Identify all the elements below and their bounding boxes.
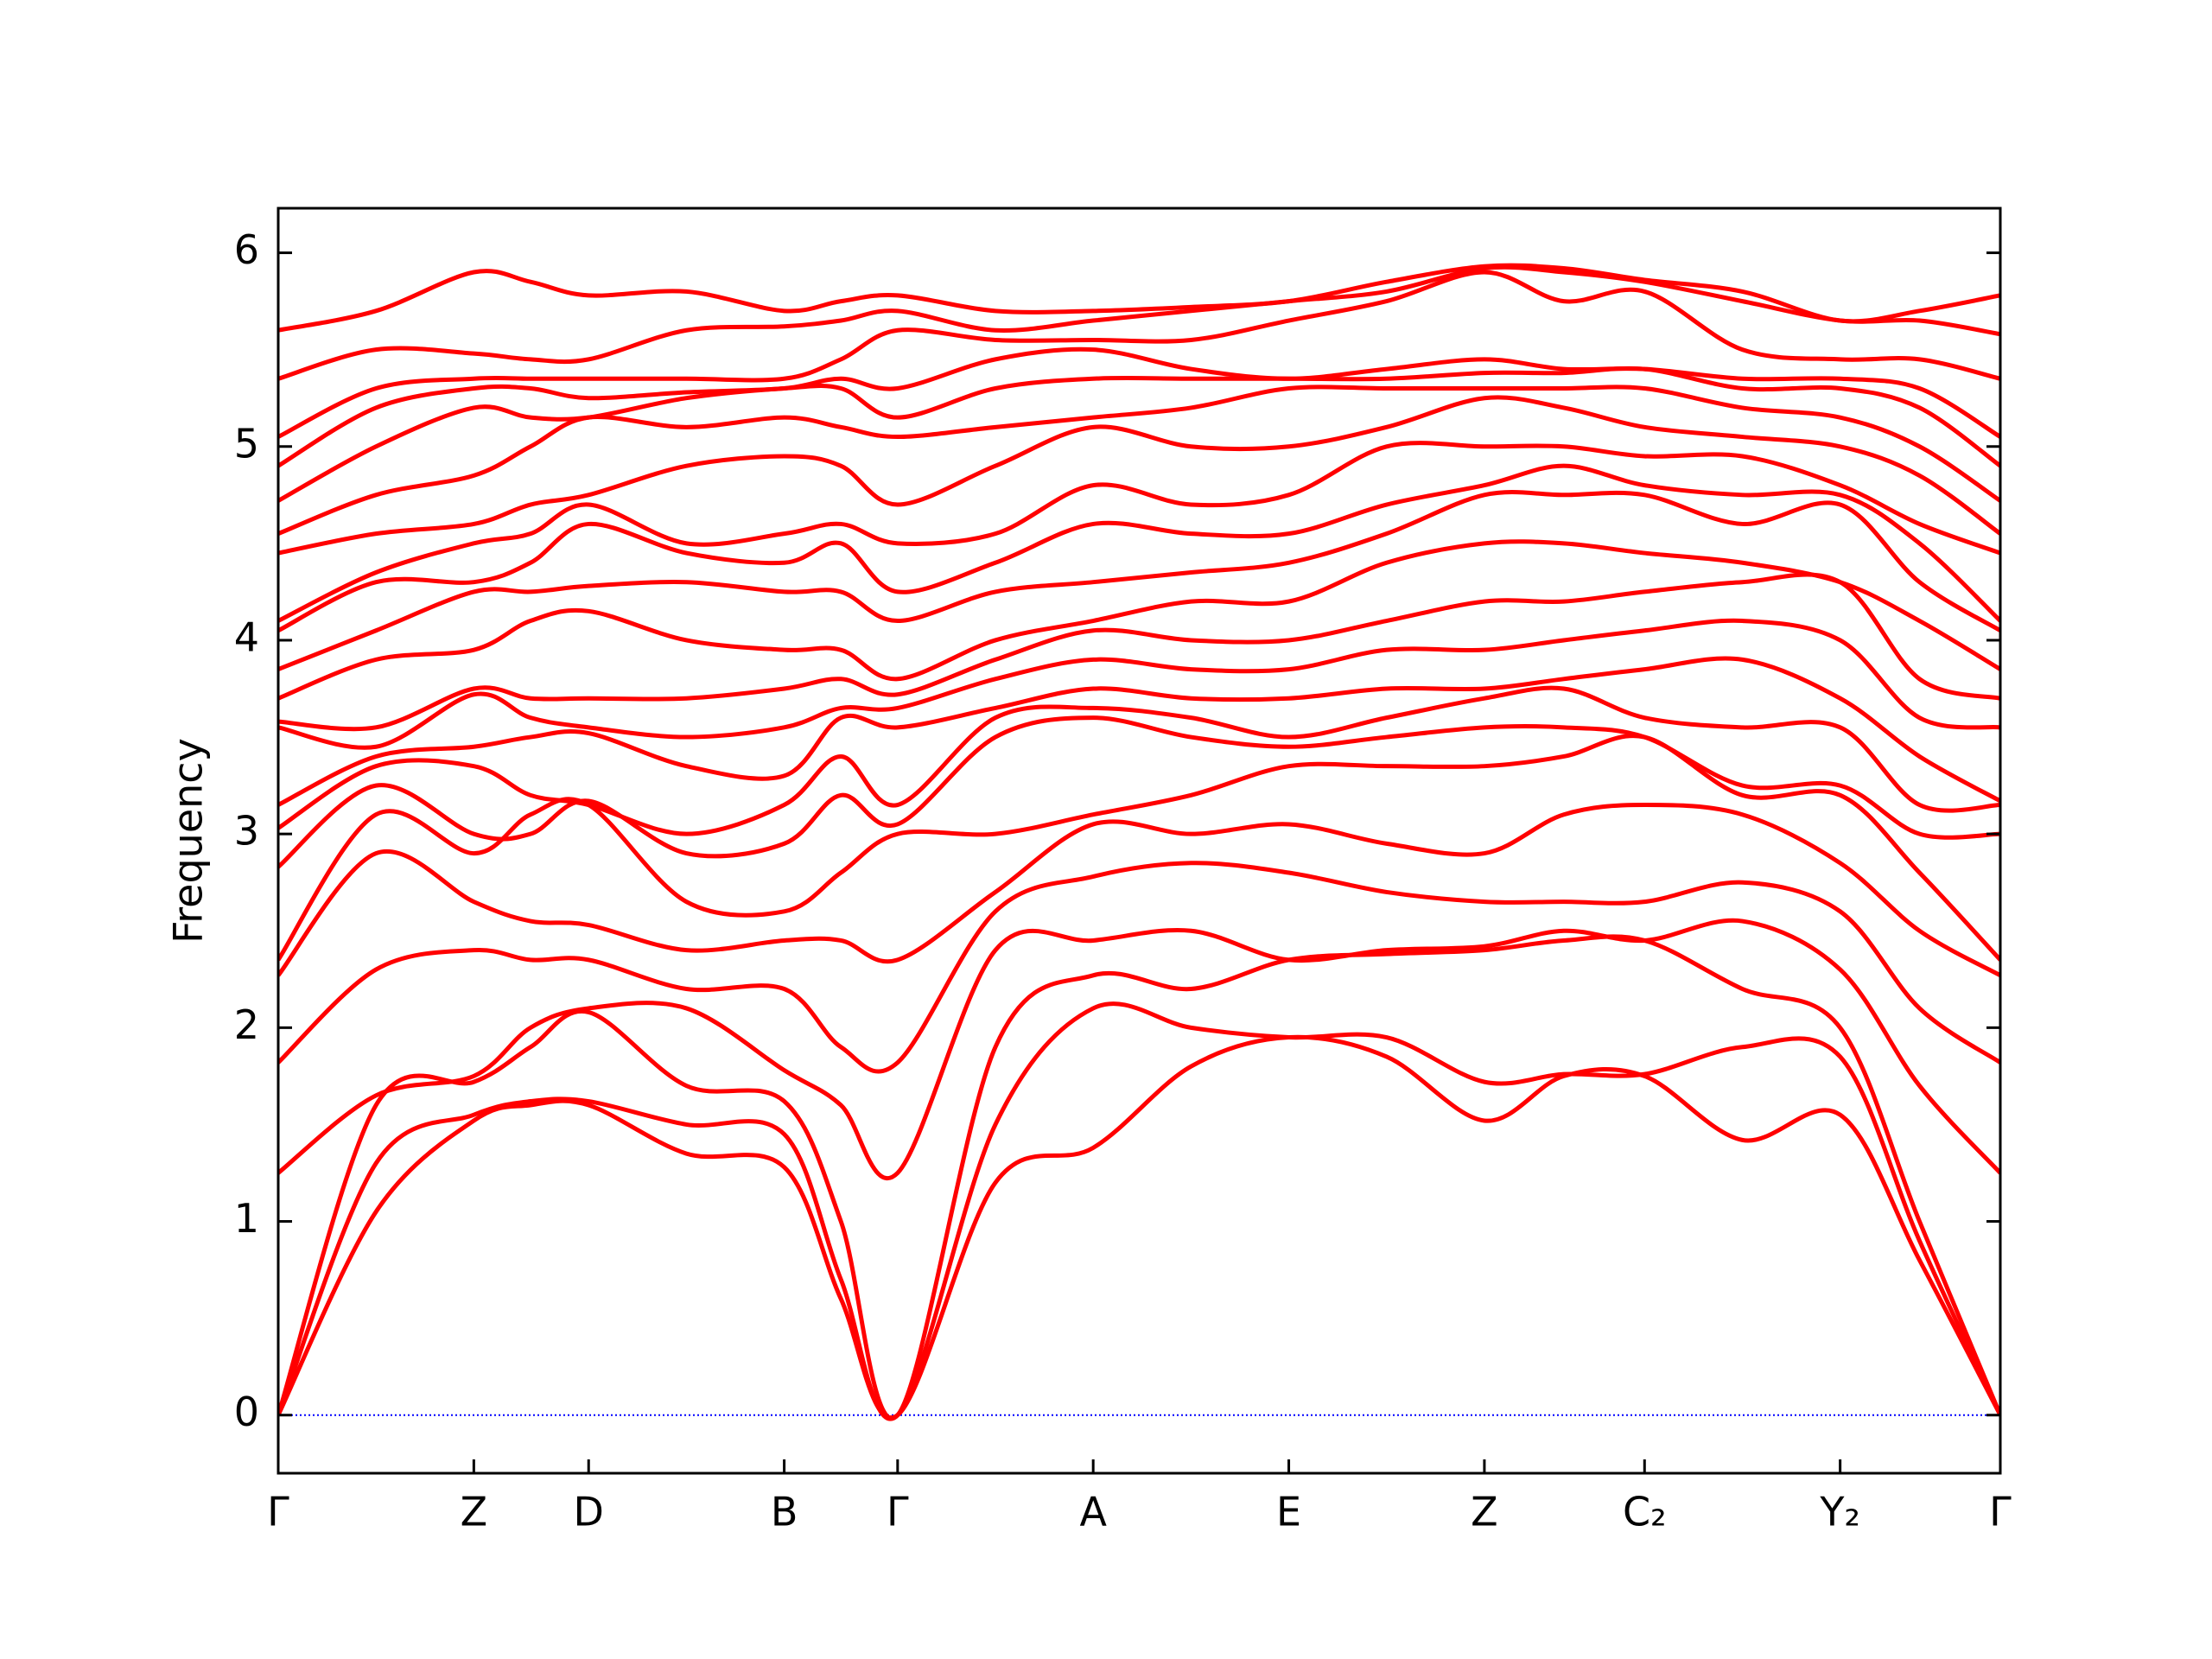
band <box>278 861 2000 1074</box>
band <box>278 618 2000 750</box>
band <box>278 490 2000 671</box>
band <box>278 263 2000 333</box>
band <box>278 365 2000 503</box>
band <box>278 346 2000 468</box>
y-tick-label: 6 <box>234 226 259 273</box>
band <box>278 395 2000 556</box>
bands <box>278 263 2000 1421</box>
y-tick-label: 4 <box>234 613 259 660</box>
x-tick-label: Y₂ <box>1819 1489 1860 1535</box>
x-tick-label: D <box>574 1489 604 1535</box>
band <box>278 685 2000 836</box>
y-tick-label: 0 <box>234 1389 259 1435</box>
band <box>278 572 2000 732</box>
x-tick-label: A <box>1079 1489 1107 1535</box>
band <box>278 918 2000 1181</box>
band <box>278 656 2000 807</box>
x-tick-label: Γ <box>267 1489 289 1535</box>
band <box>278 463 2000 632</box>
band <box>278 270 2000 439</box>
x-tick-label: E <box>1276 1489 1301 1535</box>
plot-frame <box>276 207 2002 1475</box>
band <box>278 803 2000 978</box>
x-tick-label: Z <box>461 1489 488 1535</box>
x-tick-label: Γ <box>887 1489 909 1535</box>
band <box>278 1034 2000 1421</box>
y-tick-label: 1 <box>234 1195 259 1242</box>
x-tick-label: Γ <box>1989 1489 2012 1535</box>
band <box>278 264 2000 381</box>
band <box>278 715 2000 869</box>
y-axis-label: Frequency <box>165 738 212 944</box>
y-tick-label: 5 <box>234 420 259 467</box>
band <box>278 441 2000 623</box>
y-tick-label: 2 <box>234 1001 259 1048</box>
x-tick-label: Z <box>1471 1489 1498 1535</box>
band <box>278 539 2000 701</box>
band <box>278 1001 2000 1421</box>
band <box>278 934 2000 1421</box>
y-tick-label: 3 <box>234 808 259 855</box>
band <box>278 734 2000 962</box>
band <box>278 385 2000 536</box>
x-tick-label: B <box>771 1489 798 1535</box>
x-tick-label: C₂ <box>1623 1489 1667 1535</box>
